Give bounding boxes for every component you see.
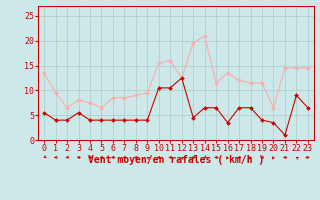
X-axis label: Vent moyen/en rafales ( km/h ): Vent moyen/en rafales ( km/h ) (88, 155, 264, 165)
